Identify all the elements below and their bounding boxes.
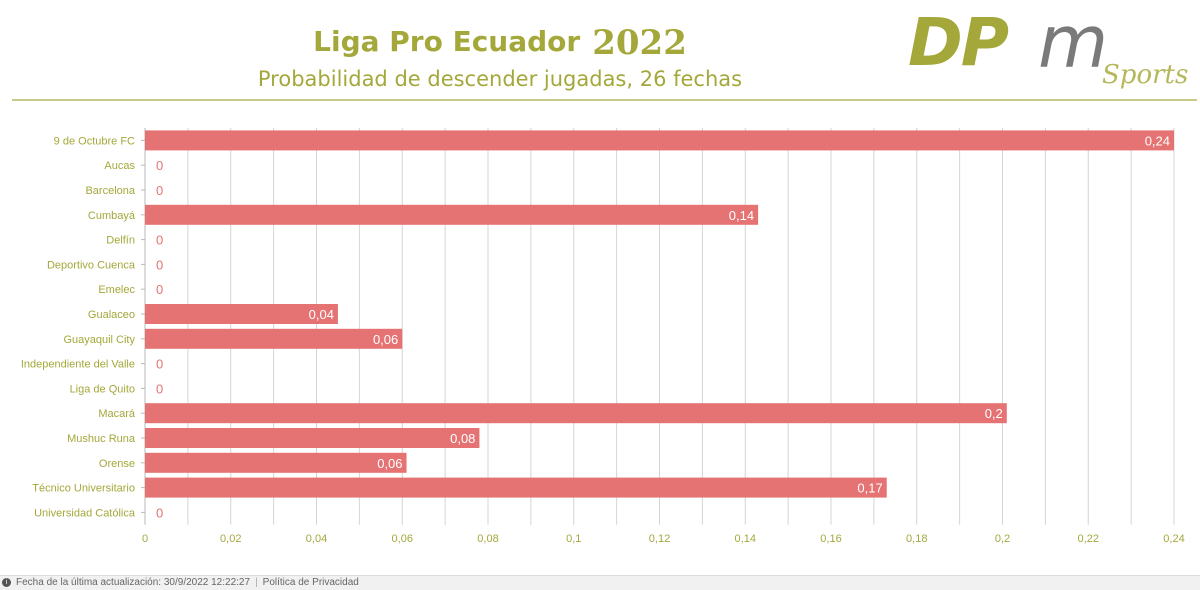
category-label: Universidad Católica [34,507,136,519]
bar[interactable] [145,204,759,225]
category-label: Mushuc Runa [67,433,136,445]
x-tick-label: 0,22 [1078,533,1099,545]
bar-value-label: 0,06 [373,332,398,347]
x-tick-label: 0,04 [306,533,327,545]
bar-value-label: 0 [156,158,163,173]
bar[interactable] [145,403,1007,424]
chart-header: Liga Pro Ecuador 2022 Probabilidad de des… [0,0,1200,102]
category-label: Guayaquil City [63,334,135,346]
x-tick-label: 0 [142,533,148,545]
logo-m-letter: m [1038,0,1109,84]
bar-value-label: 0,08 [450,431,475,446]
bar-value-label: 0 [156,257,163,272]
bar[interactable] [145,452,407,473]
x-tick-label: 0,02 [220,533,241,545]
category-label: Gualaceo [88,309,135,321]
bar-value-label: 0 [156,282,163,297]
category-label: Barcelona [85,185,135,197]
chart-title: Liga Pro Ecuador 2022 [0,20,1000,63]
bar[interactable] [145,304,338,324]
x-tick-label: 0,16 [820,533,841,545]
category-label: Macará [98,408,136,420]
bar[interactable] [145,428,480,448]
logo-sports-word: Sports [1102,60,1189,90]
info-icon[interactable]: i [2,578,11,587]
category-label: Delfín [106,235,135,247]
bar-value-label: 0 [156,233,163,248]
title-text: Liga Pro Ecuador [313,25,581,58]
title-year: 2022 [592,23,687,63]
bar-value-label: 0,14 [729,208,754,223]
dpm-sports-logo: DP m Sports [906,0,1196,94]
status-footer: i Fecha de la última actualización: 30/9… [0,575,1200,590]
bar-value-label: 0 [156,183,163,198]
category-label: Cumbayá [88,210,136,222]
bar-chart: 0 0,02 0,04 0,06 0,08 0,1 0,12 0,14 0,16 0,18 0,2 0… [21,128,1185,545]
x-tick-label: 0,18 [906,533,927,545]
x-tick-label: 0,12 [649,533,670,545]
bar-value-label: 0,06 [377,456,402,471]
bar-value-label: 0,2 [985,406,1003,421]
category-label: Deportivo Cuenca [47,259,136,271]
bar-value-label: 0 [156,381,163,396]
category-label: Liga de Quito [70,383,135,395]
footer-separator: | [255,577,258,588]
x-tick-label: 0,06 [392,533,413,545]
header-divider [12,99,1197,101]
last-update-text: Fecha de la última actualización: 30/9/2… [16,577,251,588]
x-tick-label: 0,1 [566,533,581,545]
category-label: Independiente del Valle [21,359,135,371]
bar-value-label: 0,24 [1145,133,1170,148]
x-tick-label: 0,14 [735,533,756,545]
x-tick-label: 0,2 [995,533,1010,545]
x-tick-label: 0,08 [477,533,498,545]
category-label: 9 de Octubre FC [54,135,135,147]
bar[interactable] [145,477,887,498]
x-tick-label: 0,24 [1163,533,1184,545]
chart-subtitle: Probabilidad de descender jugadas, 26 fe… [257,67,743,91]
bar-value-label: 0 [156,357,163,372]
category-label: Técnico Universitario [32,483,135,495]
bar-value-label: 0,04 [309,307,334,322]
bar-value-label: 0,17 [857,481,882,496]
bar-value-label: 0 [156,505,163,520]
privacy-link[interactable]: Política de Privacidad [262,577,359,588]
category-label: Orense [99,458,135,470]
category-label: Emelec [98,284,135,296]
bar[interactable] [145,130,1174,151]
category-label: Aucas [104,160,135,172]
logo-dp-letters: DP [908,4,1009,81]
bar[interactable] [145,328,403,349]
